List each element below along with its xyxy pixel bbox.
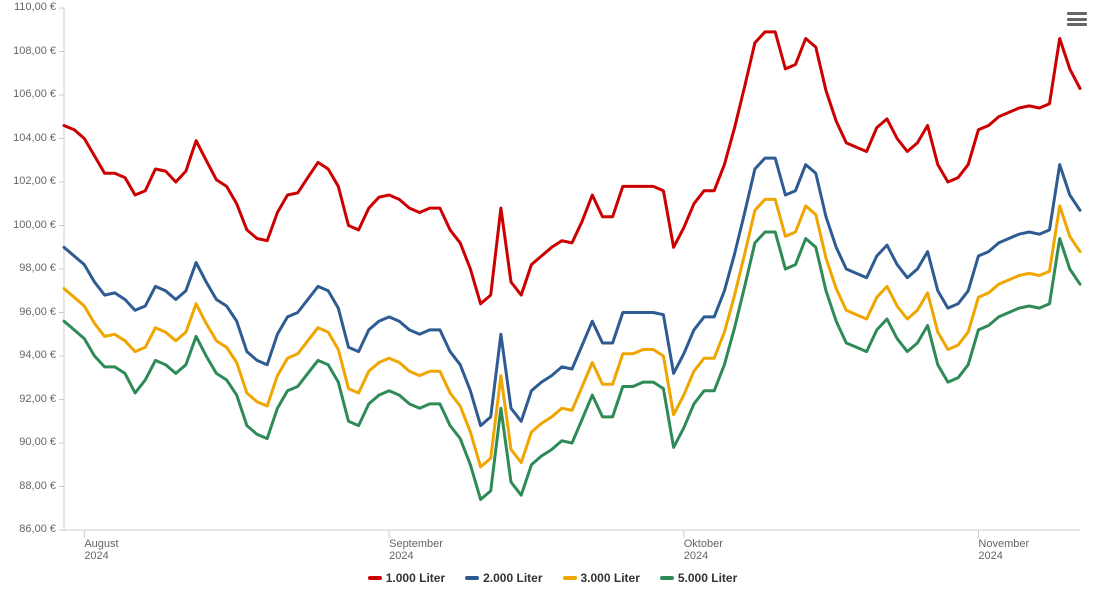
y-tick-label: 108,00 € [0,45,56,57]
legend-item[interactable]: 5.000 Liter [660,570,737,585]
y-tick-label: 98,00 € [0,262,56,274]
y-tick-label: 96,00 € [0,306,56,318]
x-tick-label: Oktober2024 [684,538,804,562]
chart-container: 86,00 € 88,00 € 90,00 € 92,00 € 94,00 € 96,00… [0,0,1105,603]
y-tick-label: 110,00 € [0,1,56,13]
y-tick-label: 102,00 € [0,175,56,187]
legend-marker [660,576,674,580]
legend-marker [368,576,382,580]
y-tick-label: 106,00 € [0,88,56,100]
x-tick-label: November2024 [978,538,1098,562]
legend-marker [465,576,479,580]
legend-label: 2.000 Liter [483,571,542,585]
x-tick-label: September2024 [389,538,509,562]
y-tick-label: 94,00 € [0,349,56,361]
y-tick-label: 100,00 € [0,219,56,231]
legend-item[interactable]: 3.000 Liter [563,570,640,585]
legend: 1.000 Liter 2.000 Liter 3.000 Liter 5.000 L… [0,570,1105,585]
y-tick-label: 90,00 € [0,436,56,448]
legend-item[interactable]: 2.000 Liter [465,570,542,585]
y-tick-label: 104,00 € [0,132,56,144]
y-tick-label: 88,00 € [0,480,56,492]
legend-label: 3.000 Liter [581,571,640,585]
legend-label: 1.000 Liter [386,571,445,585]
y-tick-label: 92,00 € [0,393,56,405]
chart-plot [0,0,1105,603]
legend-marker [563,576,577,580]
y-tick-label: 86,00 € [0,523,56,535]
legend-label: 5.000 Liter [678,571,737,585]
x-tick-label: August2024 [84,538,204,562]
legend-item[interactable]: 1.000 Liter [368,570,445,585]
series-line [64,32,1080,304]
